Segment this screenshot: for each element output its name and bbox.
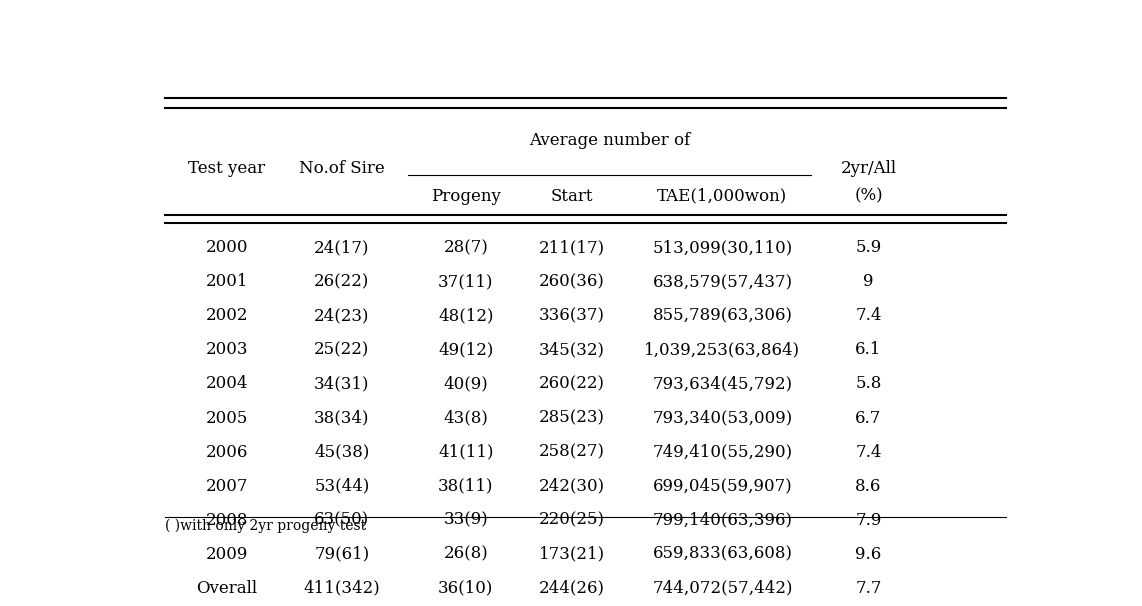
Text: 2yr/All: 2yr/All [841, 160, 896, 177]
Text: 63(50): 63(50) [314, 511, 370, 528]
Text: 799,140(63,396): 799,140(63,396) [652, 511, 793, 528]
Text: 285(23): 285(23) [539, 410, 605, 427]
Text: 43(8): 43(8) [443, 410, 489, 427]
Text: No.of Sire: No.of Sire [299, 160, 385, 177]
Text: TAE(1,000won): TAE(1,000won) [658, 188, 788, 205]
Text: 699,045(59,907): 699,045(59,907) [652, 478, 793, 494]
Text: 2008: 2008 [206, 511, 248, 528]
Text: 2009: 2009 [206, 546, 248, 563]
Text: Overall: Overall [196, 580, 257, 597]
Text: 38(11): 38(11) [439, 478, 493, 494]
Text: 24(23): 24(23) [314, 307, 370, 324]
Text: 855,789(63,306): 855,789(63,306) [652, 307, 793, 324]
Text: Progeny: Progeny [431, 188, 500, 205]
Text: 1,039,253(63,864): 1,039,253(63,864) [644, 341, 801, 358]
Text: 6.7: 6.7 [855, 410, 882, 427]
Text: 38(34): 38(34) [314, 410, 370, 427]
Text: 336(37): 336(37) [539, 307, 605, 324]
Text: 2004: 2004 [206, 376, 248, 393]
Text: 260(22): 260(22) [539, 376, 605, 393]
Text: 2003: 2003 [206, 341, 248, 358]
Text: 793,340(53,009): 793,340(53,009) [652, 410, 793, 427]
Text: 220(25): 220(25) [539, 511, 605, 528]
Text: 79(61): 79(61) [314, 546, 370, 563]
Text: 6.1: 6.1 [855, 341, 882, 358]
Text: Start: Start [550, 188, 593, 205]
Text: 2002: 2002 [206, 307, 248, 324]
Text: 37(11): 37(11) [439, 273, 493, 290]
Text: 659,833(63,608): 659,833(63,608) [652, 546, 793, 563]
Text: 244(26): 244(26) [539, 580, 605, 597]
Text: 7.4: 7.4 [855, 307, 882, 324]
Text: 8.6: 8.6 [855, 478, 882, 494]
Text: 2007: 2007 [206, 478, 248, 494]
Text: 242(30): 242(30) [539, 478, 605, 494]
Text: 513,099(30,110): 513,099(30,110) [652, 239, 793, 256]
Text: 258(27): 258(27) [539, 444, 605, 461]
Text: Test year: Test year [188, 160, 265, 177]
Text: 26(22): 26(22) [314, 273, 370, 290]
Text: 28(7): 28(7) [443, 239, 489, 256]
Text: 34(31): 34(31) [314, 376, 370, 393]
Text: 41(11): 41(11) [439, 444, 493, 461]
Text: 345(32): 345(32) [539, 341, 605, 358]
Text: 26(8): 26(8) [443, 546, 488, 563]
Text: 40(9): 40(9) [443, 376, 488, 393]
Text: 638,579(57,437): 638,579(57,437) [652, 273, 793, 290]
Text: 7.7: 7.7 [855, 580, 882, 597]
Text: 2006: 2006 [206, 444, 248, 461]
Text: 53(44): 53(44) [314, 478, 370, 494]
Text: Average number of: Average number of [529, 132, 690, 149]
Text: 9.6: 9.6 [855, 546, 882, 563]
Text: 2001: 2001 [206, 273, 248, 290]
Text: 411(342): 411(342) [304, 580, 380, 597]
Text: 33(9): 33(9) [443, 511, 488, 528]
Text: 49(12): 49(12) [439, 341, 493, 358]
Text: 2000: 2000 [206, 239, 248, 256]
Text: 48(12): 48(12) [439, 307, 493, 324]
Text: 744,072(57,442): 744,072(57,442) [652, 580, 793, 597]
Text: ( )with only 2yr progeny test: ( )with only 2yr progeny test [164, 518, 365, 533]
Text: 5.9: 5.9 [855, 239, 882, 256]
Text: 45(38): 45(38) [314, 444, 370, 461]
Text: 211(17): 211(17) [539, 239, 605, 256]
Text: 24(17): 24(17) [314, 239, 370, 256]
Text: 793,634(45,792): 793,634(45,792) [652, 376, 793, 393]
Text: (%): (%) [854, 188, 883, 205]
Text: 9: 9 [863, 273, 874, 290]
Text: 2005: 2005 [206, 410, 248, 427]
Text: 36(10): 36(10) [439, 580, 493, 597]
Text: 749,410(55,290): 749,410(55,290) [652, 444, 793, 461]
Text: 7.9: 7.9 [855, 511, 882, 528]
Text: 5.8: 5.8 [855, 376, 882, 393]
Text: 260(36): 260(36) [539, 273, 605, 290]
Text: 7.4: 7.4 [855, 444, 882, 461]
Text: 25(22): 25(22) [314, 341, 370, 358]
Text: 173(21): 173(21) [539, 546, 605, 563]
